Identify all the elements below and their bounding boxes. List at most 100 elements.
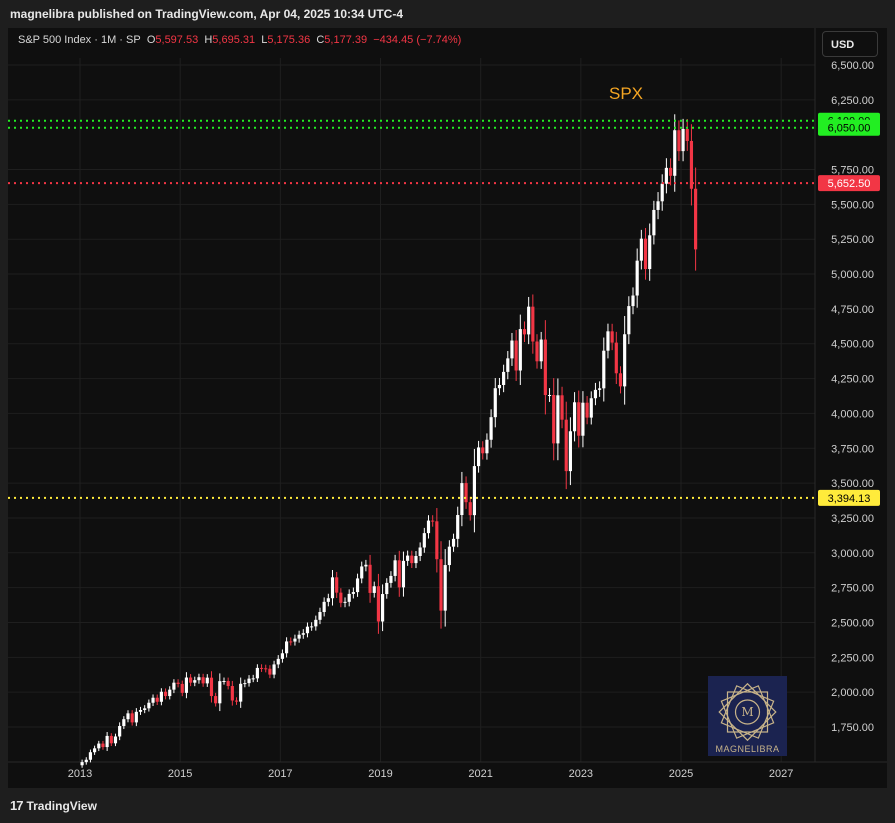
candle-body [639, 238, 643, 261]
candle-body [627, 306, 631, 335]
candle-body [610, 331, 614, 343]
candle-body [406, 555, 410, 561]
candle-body [318, 612, 322, 620]
candle-body [673, 130, 677, 176]
candle-body [234, 700, 239, 702]
candle-body [243, 683, 247, 685]
candle-body [297, 634, 301, 639]
candle-body [189, 677, 193, 683]
y-tick-label: 5,750.00 [831, 165, 874, 177]
y-tick-label: 2,750.00 [831, 583, 874, 595]
low-label: L [261, 34, 268, 46]
candle-body [443, 565, 447, 611]
y-tick-label: 4,250.00 [831, 374, 874, 386]
candle-body [389, 575, 393, 583]
candle-body [414, 555, 418, 564]
candle-body [88, 752, 93, 760]
candle-body [652, 209, 656, 236]
candle-body [247, 678, 251, 684]
high-label: H [204, 34, 213, 46]
candle-body [272, 664, 276, 675]
candle-body [159, 691, 163, 702]
y-tick-label: 1,750.00 [831, 722, 874, 734]
candle-body [543, 339, 547, 396]
candle-body [618, 373, 623, 387]
candle-body [113, 736, 118, 744]
candle-body [522, 329, 527, 335]
candle-body [301, 633, 305, 635]
candle-body [510, 340, 514, 359]
chart-area[interactable] [8, 28, 887, 788]
candle-body [410, 555, 414, 564]
candle-body [581, 402, 585, 436]
candle-body [681, 128, 685, 152]
candle-body [84, 759, 88, 763]
price-level-badge [818, 119, 880, 136]
candle-body [285, 641, 289, 654]
y-tick-label: 4,750.00 [831, 304, 874, 316]
candle-body [418, 547, 422, 556]
x-tick-label: 2023 [569, 768, 593, 780]
candle-body [376, 586, 380, 622]
currency-button[interactable]: USD [822, 31, 878, 57]
candle-body [397, 560, 401, 588]
candle-body [648, 235, 652, 270]
tradingview-logo[interactable]: 17 TradingView [10, 798, 97, 813]
candle-body [552, 395, 556, 444]
candle-body [109, 735, 113, 744]
candle-body [360, 566, 364, 579]
candle-body [514, 340, 518, 371]
candle-body [138, 709, 143, 712]
candle-body [635, 260, 639, 296]
candle-body [623, 334, 627, 387]
candle-body [214, 696, 218, 704]
candle-body [347, 593, 351, 602]
candle-body [314, 619, 318, 627]
x-tick-label: 2015 [168, 768, 192, 780]
candle-body [518, 329, 522, 371]
candle-body [343, 601, 347, 603]
candle-body [205, 677, 209, 684]
footer-bar: 17 TradingView [0, 788, 895, 823]
candle-body [547, 395, 552, 397]
y-tick-label: 5,000.00 [831, 269, 874, 281]
tradingview-icon: 17 [10, 798, 24, 813]
candle-body [351, 592, 355, 594]
candle-body [180, 683, 184, 693]
candle-body [364, 564, 368, 567]
candle-body [143, 708, 147, 710]
candle-body [668, 167, 673, 176]
candle-body [372, 586, 376, 593]
candle-body [568, 431, 572, 472]
candle-body [197, 677, 201, 681]
candle-body [606, 331, 610, 351]
candle-body [685, 128, 689, 141]
y-tick-label: 2,500.00 [831, 617, 874, 629]
candle-body [643, 238, 648, 270]
candle-body [276, 658, 280, 665]
y-tick-label: 3,500.00 [831, 478, 874, 490]
candle-body [93, 748, 97, 753]
candle-body [556, 395, 560, 444]
candle-body [126, 713, 130, 720]
candle-body [560, 395, 564, 420]
candle-body [527, 306, 531, 335]
candle-body [381, 594, 385, 622]
low-value: 5,175.36 [267, 34, 311, 46]
symbol-label[interactable]: S&P 500 Index · 1M · SP [18, 34, 141, 46]
publish-header: magnelibra published on TradingView.com,… [0, 0, 895, 28]
candle-body [168, 689, 172, 697]
candle-body [577, 402, 581, 436]
candle-body [101, 743, 105, 748]
candle-body [572, 402, 577, 432]
candle-body [660, 183, 664, 202]
candle-body [485, 439, 489, 454]
y-tick-label: 5,500.00 [831, 199, 874, 211]
y-tick-label: 5,250.00 [831, 234, 874, 246]
candle-body [593, 389, 598, 399]
candle-body [460, 483, 464, 516]
y-tick-label: 3,250.00 [831, 513, 874, 525]
x-tick-label: 2025 [669, 768, 693, 780]
x-tick-label: 2021 [468, 768, 492, 780]
